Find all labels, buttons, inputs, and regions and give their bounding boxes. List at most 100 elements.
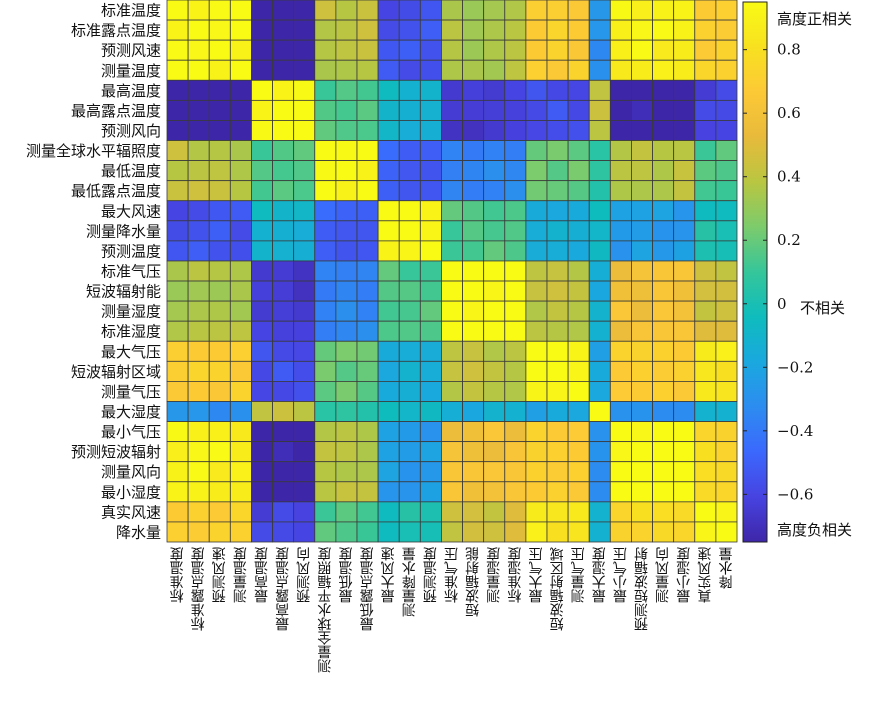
heatmap-cell [166,39,189,61]
heatmap-cell [272,0,295,21]
heatmap-cell [631,240,653,262]
heatmap-cell [356,160,379,182]
heatmap-cell [631,59,653,81]
heatmap-cell [673,381,696,402]
heatmap-cell [525,401,548,422]
heatmap-cell [525,99,548,121]
heatmap-cell [377,180,400,202]
heatmap-cell [377,220,400,242]
heatmap-cell [609,360,632,382]
heatmap-cell [525,320,548,342]
heatmap-cell [293,120,316,141]
heatmap-cell [335,79,358,101]
heatmap-cell [673,481,696,503]
row-label: 预测短波辐射 [71,443,161,461]
heatmap-cell [652,461,675,483]
heatmap-cell [546,401,569,422]
heatmap-cell [208,280,231,302]
heatmap-cell [356,240,379,262]
heatmap-cell [314,120,337,141]
heatmap-cell [525,79,548,101]
heatmap-cell [293,481,316,503]
heatmap-cell [208,521,231,543]
heatmap-cell [631,340,653,362]
heatmap-cell [251,39,273,61]
heatmap-cell [694,260,717,282]
heatmap-cell [567,280,590,302]
heatmap-cell [483,160,506,182]
heatmap-cell [652,501,675,523]
heatmap-cell [335,180,358,202]
row-label: 短波辐射能 [86,283,161,301]
heatmap-cell [293,0,316,21]
heatmap-cell [293,521,316,543]
heatmap-cell [631,200,653,222]
heatmap-cell [377,240,400,262]
column-label: 最大湿度 [592,547,608,603]
heatmap-cell [588,320,611,342]
heatmap-cell [504,441,527,463]
heatmap-cell [272,39,295,61]
heatmap-cell [588,79,611,101]
heatmap-cell [272,99,295,121]
heatmap-cell [609,120,632,141]
heatmap-cell [314,19,337,41]
heatmap-cell [166,200,189,222]
heatmap-cell [609,0,632,21]
heatmap-cell [462,0,485,21]
heatmap-cell [356,401,379,422]
heatmap-cell [229,220,252,242]
heatmap-cell [356,99,379,121]
heatmap-cell [673,260,696,282]
heatmap-cell [715,280,738,302]
colorbar-tick-label: 0.2 [777,231,801,249]
heatmap-cell [546,300,569,322]
heatmap-cell [483,0,506,21]
column-label: 最小湿度 [676,547,692,603]
heatmap-cell [525,300,548,322]
heatmap-cell [483,59,506,81]
heatmap-cell [588,461,611,483]
heatmap-cell [208,120,231,141]
heatmap-cell [483,140,506,161]
heatmap-cell [483,320,506,342]
heatmap-cell [398,99,421,121]
heatmap-cell [356,19,379,41]
heatmap-cell [335,461,358,483]
heatmap-cell [441,160,463,182]
heatmap-cell [673,441,696,463]
heatmap-cell [229,401,252,422]
heatmap-cell [546,120,569,141]
heatmap-cell [462,381,485,402]
heatmap-cell [187,180,210,202]
heatmap-cell [715,99,738,121]
heatmap-cell [229,521,252,543]
heatmap-cell [715,59,738,81]
heatmap-cell [356,59,379,81]
heatmap-cell [631,39,653,61]
heatmap-cell [377,200,400,222]
column-label: 短波辐射能 [465,546,481,617]
heatmap-cell [567,59,590,81]
row-label: 最低温度 [101,162,161,180]
heatmap-cell [187,220,210,242]
heatmap-cell [229,140,252,161]
column-label: 预测风向 [296,547,312,603]
heatmap-cell [314,421,337,443]
heatmap-cell [293,320,316,342]
heatmap-cell [441,99,463,121]
heatmap-cell [208,0,231,21]
heatmap-cell [694,280,717,302]
heatmap-cell [673,461,696,483]
heatmap-cell [567,521,590,543]
heatmap-cell [419,240,442,262]
heatmap-cell [462,481,485,503]
heatmap-cell [652,240,675,262]
heatmap-cell [631,521,653,543]
heatmap-cell [441,19,463,41]
heatmap-cell [377,140,400,161]
heatmap-cell [335,360,358,382]
heatmap-cell [166,401,189,422]
heatmap-cell [462,280,485,302]
heatmap-cell [314,481,337,503]
